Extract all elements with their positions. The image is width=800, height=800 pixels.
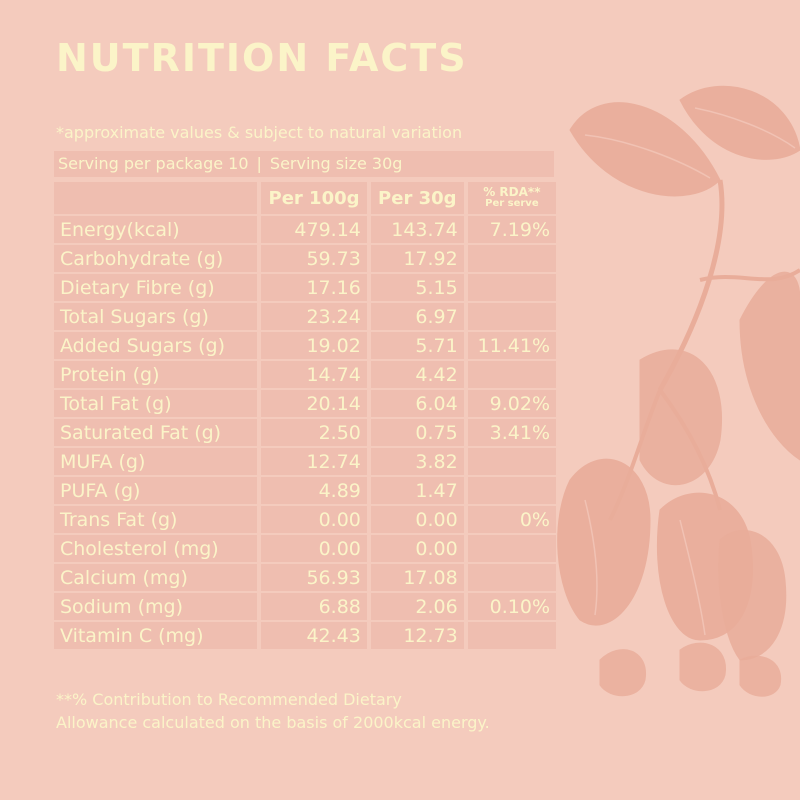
value-per-30g: 6.04 xyxy=(370,390,464,417)
nutrient-name: Dietary Fibre (g) xyxy=(54,274,258,301)
value-per-100g: 23.24 xyxy=(261,303,367,330)
value-rda: 9.02% xyxy=(467,390,556,417)
value-per-30g: 143.74 xyxy=(370,216,464,243)
rda-footnote: **% Contribution to Recommended Dietary … xyxy=(56,688,490,734)
table-row: Total Sugars (g) 23.24 6.97 xyxy=(54,303,556,330)
value-per-30g: 4.42 xyxy=(370,361,464,388)
table-row: Trans Fat (g) 0.00 0.00 0% xyxy=(54,506,556,533)
nutrient-name: Added Sugars (g) xyxy=(54,332,258,359)
table-header-row: Per 100g Per 30g % RDA** Per serve xyxy=(54,182,556,214)
value-rda: 7.19% xyxy=(467,216,556,243)
value-per-30g: 5.71 xyxy=(370,332,464,359)
value-per-30g: 5.15 xyxy=(370,274,464,301)
value-rda xyxy=(467,622,556,649)
value-rda xyxy=(467,361,556,388)
value-rda: 0% xyxy=(467,506,556,533)
nutrient-name: Protein (g) xyxy=(54,361,258,388)
value-per-30g: 17.08 xyxy=(370,564,464,591)
serving-info: Serving per package 10 | Serving size 30g xyxy=(54,151,554,177)
value-per-100g: 0.00 xyxy=(261,535,367,562)
value-per-100g: 2.50 xyxy=(261,419,367,446)
value-per-100g: 20.14 xyxy=(261,390,367,417)
value-per-30g: 0.00 xyxy=(370,506,464,533)
nutrient-name: Total Fat (g) xyxy=(54,390,258,417)
serving-size: Serving size 30g xyxy=(269,154,403,173)
header-nutrient xyxy=(54,182,258,214)
nutrient-name: Energy(kcal) xyxy=(54,216,258,243)
value-per-100g: 6.88 xyxy=(261,593,367,620)
table-row: Saturated Fat (g) 2.50 0.75 3.41% xyxy=(54,419,556,446)
nutrient-name: Sodium (mg) xyxy=(54,593,258,620)
table-row: Calcium (mg) 56.93 17.08 xyxy=(54,564,556,591)
serving-separator: | xyxy=(256,154,262,173)
table-row: Vitamin C (mg) 42.43 12.73 xyxy=(54,622,556,649)
value-per-100g: 14.74 xyxy=(261,361,367,388)
header-per-30g: Per 30g xyxy=(370,182,464,214)
value-per-100g: 56.93 xyxy=(261,564,367,591)
value-rda xyxy=(467,535,556,562)
nutrient-name: Trans Fat (g) xyxy=(54,506,258,533)
table-row: Energy(kcal) 479.14 143.74 7.19% xyxy=(54,216,556,243)
value-per-100g: 0.00 xyxy=(261,506,367,533)
value-per-30g: 1.47 xyxy=(370,477,464,504)
nutrient-name: PUFA (g) xyxy=(54,477,258,504)
nutrient-name: Total Sugars (g) xyxy=(54,303,258,330)
footnote-line-2: Allowance calculated on the basis of 200… xyxy=(56,713,490,732)
table-row: Sodium (mg) 6.88 2.06 0.10% xyxy=(54,593,556,620)
value-per-30g: 6.97 xyxy=(370,303,464,330)
value-per-30g: 0.00 xyxy=(370,535,464,562)
value-per-100g: 17.16 xyxy=(261,274,367,301)
value-per-100g: 4.89 xyxy=(261,477,367,504)
table-row: Total Fat (g) 20.14 6.04 9.02% xyxy=(54,390,556,417)
value-per-30g: 0.75 xyxy=(370,419,464,446)
value-rda xyxy=(467,448,556,475)
value-per-100g: 479.14 xyxy=(261,216,367,243)
page-title: NUTRITION FACTS xyxy=(56,36,468,80)
table-row: MUFA (g) 12.74 3.82 xyxy=(54,448,556,475)
table-row: PUFA (g) 4.89 1.47 xyxy=(54,477,556,504)
value-per-100g: 19.02 xyxy=(261,332,367,359)
nutrient-name: Calcium (mg) xyxy=(54,564,258,591)
table-row: Added Sugars (g) 19.02 5.71 11.41% xyxy=(54,332,556,359)
value-per-100g: 12.74 xyxy=(261,448,367,475)
value-rda xyxy=(467,245,556,272)
header-rda: % RDA** Per serve xyxy=(467,182,556,214)
value-rda: 3.41% xyxy=(467,419,556,446)
table-row: Dietary Fibre (g) 17.16 5.15 xyxy=(54,274,556,301)
value-per-30g: 12.73 xyxy=(370,622,464,649)
nutrient-name: Saturated Fat (g) xyxy=(54,419,258,446)
value-rda xyxy=(467,274,556,301)
value-rda xyxy=(467,303,556,330)
value-rda xyxy=(467,477,556,504)
value-per-100g: 42.43 xyxy=(261,622,367,649)
value-per-30g: 2.06 xyxy=(370,593,464,620)
header-rda-line2: Per serve xyxy=(485,198,539,209)
value-rda: 11.41% xyxy=(467,332,556,359)
nutrition-table: Per 100g Per 30g % RDA** Per serve Energ… xyxy=(50,180,560,651)
value-rda xyxy=(467,564,556,591)
approximation-note: *approximate values & subject to natural… xyxy=(56,123,463,142)
value-per-30g: 3.82 xyxy=(370,448,464,475)
table-row: Carbohydrate (g) 59.73 17.92 xyxy=(54,245,556,272)
serving-per-package: Serving per package 10 xyxy=(58,154,249,173)
header-rda-line1: % RDA** xyxy=(483,185,541,199)
footnote-line-1: **% Contribution to Recommended Dietary xyxy=(56,690,402,709)
table-row: Protein (g) 14.74 4.42 xyxy=(54,361,556,388)
nutrient-name: Carbohydrate (g) xyxy=(54,245,258,272)
nutrient-name: Cholesterol (mg) xyxy=(54,535,258,562)
cashew-plant-illustration xyxy=(557,85,800,697)
value-rda: 0.10% xyxy=(467,593,556,620)
header-per-100g: Per 100g xyxy=(261,182,367,214)
value-per-30g: 17.92 xyxy=(370,245,464,272)
nutrient-name: MUFA (g) xyxy=(54,448,258,475)
nutrient-name: Vitamin C (mg) xyxy=(54,622,258,649)
value-per-100g: 59.73 xyxy=(261,245,367,272)
table-row: Cholesterol (mg) 0.00 0.00 xyxy=(54,535,556,562)
